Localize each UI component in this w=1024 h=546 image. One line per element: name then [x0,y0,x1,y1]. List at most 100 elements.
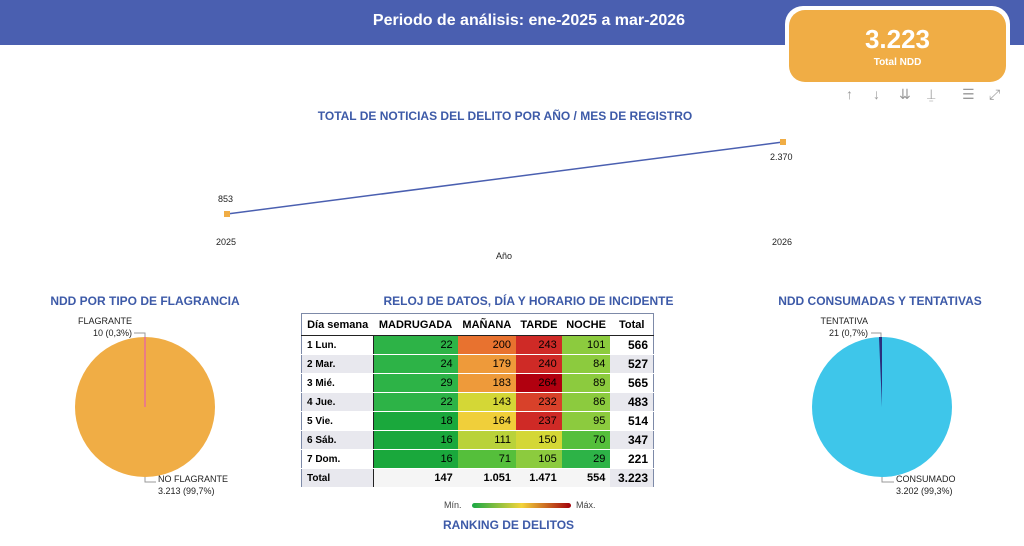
label-tentativa: TENTATIVA [820,316,868,326]
table-cell: 22 [373,335,458,355]
column-header[interactable]: TARDE [516,313,562,336]
focus-mode-icon[interactable]: ⤢ [989,86,1001,102]
table-cell: 29 [373,373,458,393]
column-header[interactable]: NOCHE [561,313,611,336]
table-cell: 232 [516,392,562,412]
expand-hierarchy-icon[interactable]: ⍊ [927,86,936,102]
column-header[interactable]: Total [610,313,654,336]
table-cell: 243 [516,335,562,355]
table-row: 6 Sáb. 16 111 150 70 347 [301,430,654,450]
table-cell: 1.051 [457,468,517,488]
row-total: 3.223 [610,468,654,488]
table-row: 7 Dom. 16 71 105 29 221 [301,449,654,469]
kpi-label: Total NDD [873,57,922,68]
table-cell: 95 [561,411,611,431]
label-consumado: CONSUMADO [896,474,956,484]
table-cell: 264 [516,373,562,393]
heatmap-table: Día semana MADRUGADA MAÑANA TARDE NOCHE Total… [301,313,654,488]
leader-line-flagrante [134,332,146,337]
legend-max: Máx. [576,500,596,510]
column-header[interactable]: MADRUGADA [373,313,458,336]
table-cell: 24 [373,354,458,374]
pie-consumadas-title: NDD CONSUMADAS Y TENTATIVAS [778,294,982,308]
slice-tentativa [879,337,882,407]
line-chart-title: TOTAL DE NOTICIAS DEL DELITO POR AÑO / M… [317,109,693,123]
table-cell: 84 [561,354,611,374]
table-cell: 237 [516,411,562,431]
table-row: 3 Mié. 29 183 264 89 565 [301,373,654,393]
arrow-down-icon[interactable]: ↓ [873,86,880,102]
row-header: 3 Mié. [301,373,374,393]
table-row: 4 Jue. 22 143 232 86 483 [301,392,654,412]
table-cell: 22 [373,392,458,412]
table-row: 5 Vie. 18 164 237 95 514 [301,411,654,431]
leader-line-no-flagrante [144,477,156,483]
table-cell: 70 [561,430,611,450]
row-total: 483 [610,392,654,412]
point-2026 [780,139,786,145]
double-arrow-down-icon[interactable]: ⇊ [899,86,911,102]
row-total: 221 [610,449,654,469]
point-2025 [224,211,230,217]
value-consumado: 3.202 (99,3%) [896,486,953,496]
table-cell: 183 [457,373,517,393]
period-title: Periodo de análisis: ene-2025 a mar-2026 [372,12,686,29]
kpi-card: 3.223 Total NDD [785,6,1010,86]
data-label-2025: 853 [218,194,234,204]
arrow-up-icon[interactable]: ↑ [846,86,853,102]
pie-flagrancia-title: NDD POR TIPO DE FLAGRANCIA [50,294,240,308]
table-row: 1 Lun. 22 200 243 101 566 [301,335,654,355]
value-flagrante: 10 (0,3%) [92,328,132,338]
row-header: 4 Jue. [301,392,374,412]
table-cell: 86 [561,392,611,412]
row-header: 1 Lun. [301,335,374,355]
table-cell: 16 [373,449,458,469]
table-cell: 16 [373,430,458,450]
label-no-flagrante: NO FLAGRANTE [158,474,229,484]
table-cell: 143 [457,392,517,412]
heatmap-title: RELOJ DE DATOS, DÍA Y HORARIO DE INCIDEN… [383,294,674,308]
table-cell: 147 [373,468,458,488]
leader-line-consumado [881,477,894,483]
value-tentativa: 21 (0,7%) [828,328,868,338]
table-cell: 89 [561,373,611,393]
legend-min: Mín. [444,500,462,510]
row-header: 6 Sáb. [301,430,374,450]
row-total: 527 [610,354,654,374]
column-header[interactable]: Día semana [301,313,374,336]
series-line [226,141,784,215]
value-no-flagrante: 3.213 (99,7%) [158,486,215,496]
table-cell: 240 [516,354,562,374]
table-row: 2 Mar. 24 179 240 84 527 [301,354,654,374]
table-cell: 18 [373,411,458,431]
table-cell: 179 [457,354,517,374]
leader-line-tentativa [871,332,882,337]
row-header: Total [301,468,374,488]
row-total: 347 [610,430,654,450]
x-axis-label: Año [496,251,513,261]
row-header: 5 Vie. [301,411,374,431]
table-cell: 150 [516,430,562,450]
column-header[interactable]: MAÑANA [457,313,517,336]
table-cell: 200 [457,335,517,355]
total-row: Total 147 1.051 1.471 554 3.223 [301,468,654,488]
data-label-2026: 2.370 [770,152,793,162]
label-flagrante: FLAGRANTE [77,316,132,326]
row-total: 514 [610,411,654,431]
table-cell: 554 [561,468,611,488]
heatmap-header-row: Día semana MADRUGADA MAÑANA TARDE NOCHE Total [301,313,654,336]
row-total: 566 [610,335,654,355]
table-cell: 29 [561,449,611,469]
kpi-value: 3.223 [864,24,931,54]
tick-label-2026: 2026 [772,237,793,247]
table-cell: 1.471 [516,468,562,488]
tick-label-2025: 2025 [216,237,237,247]
filter-icon[interactable]: ☰ [962,86,975,102]
table-cell: 101 [561,335,611,355]
row-header: 2 Mar. [301,354,374,374]
table-cell: 111 [457,430,517,450]
